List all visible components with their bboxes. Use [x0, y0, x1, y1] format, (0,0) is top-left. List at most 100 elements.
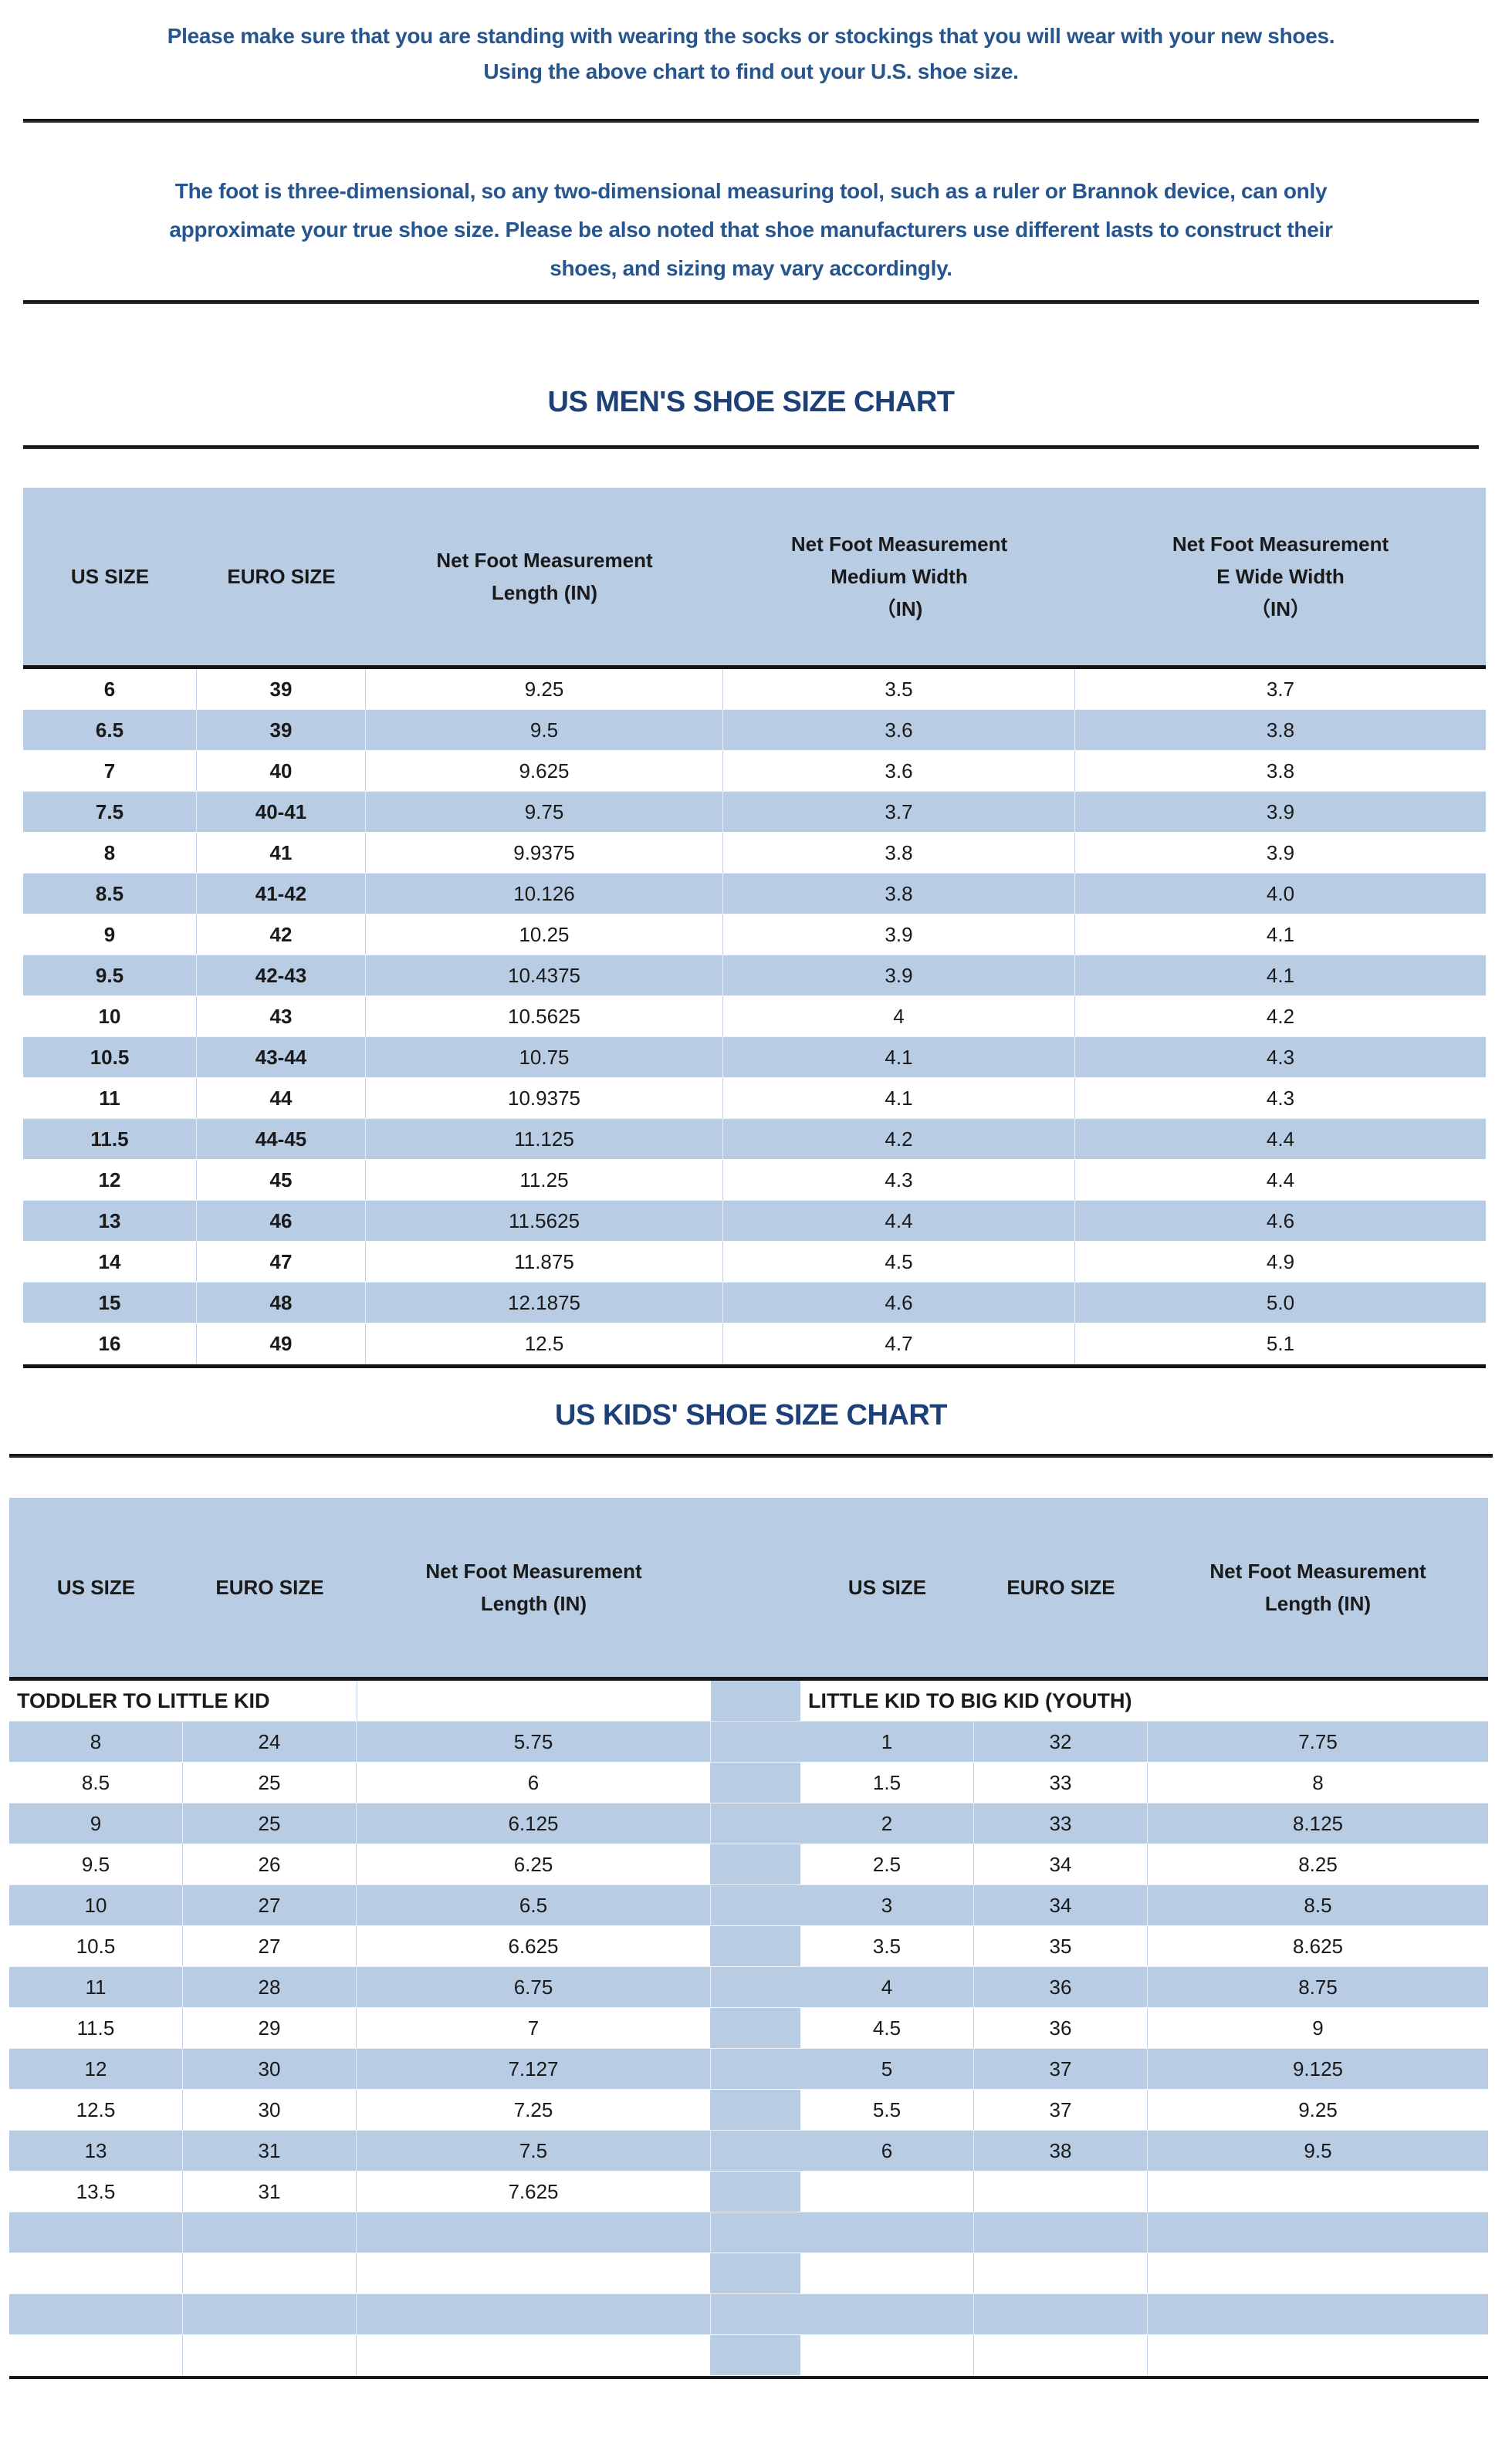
- table-cell: 6.125: [357, 1803, 711, 1844]
- table-row: 8 41 9.9375 3.8 3.9: [23, 833, 1486, 874]
- table-cell: [974, 2294, 1148, 2334]
- table-cell: 4.9: [1266, 1249, 1295, 1273]
- table-cell: 10.5: [9, 1926, 183, 1966]
- table-row: 15 48 12.1875 4.6 5.0: [23, 1283, 1486, 1323]
- table-cell: 9.625: [366, 751, 723, 791]
- table-row: 6 39 9.25 3.5 3.7: [23, 669, 1486, 710]
- table-cell: 4.3: [1266, 1086, 1295, 1110]
- table-cell: [800, 2172, 974, 2212]
- table-cell: 8.25: [1298, 1852, 1338, 1876]
- table-cell: 39: [197, 669, 366, 709]
- table-divider: [23, 665, 1486, 669]
- table-row: 13.5 31 7.625: [9, 2172, 1488, 2212]
- table-cell: [183, 2253, 357, 2293]
- table-cell: 4.3: [723, 1160, 1075, 1200]
- table-cell: [9, 2294, 183, 2334]
- table-row: 11.5 29 7 4.5 36 9: [9, 2008, 1488, 2049]
- horizontal-rule: [23, 445, 1479, 449]
- table-cell: 12: [23, 1160, 197, 1200]
- column-header-length: Net Foot Measurement Length (IN): [425, 1560, 642, 1615]
- column-header-euro-size: EURO SIZE: [227, 565, 336, 588]
- table-row: 10 43 10.5625 4 4.2: [23, 996, 1486, 1037]
- table-cell: 4.4: [1266, 1127, 1295, 1151]
- table-cell: 34: [974, 1844, 1148, 1884]
- table-row: 13 31 7.5 6 38 9.5: [9, 2131, 1488, 2172]
- table-cell: 38: [974, 2131, 1148, 2171]
- table-row: 16 49 12.5 4.7 5.1: [23, 1323, 1486, 1364]
- table-cell: 3.5: [723, 669, 1075, 709]
- table-row: 10.5 27 6.625 3.5 35 8.625: [9, 1926, 1488, 1967]
- table-spacer-column: [711, 1803, 800, 1844]
- table-cell: 28: [183, 1967, 357, 2007]
- table-cell: 4.1: [1266, 963, 1295, 987]
- table-cell: 26: [183, 1844, 357, 1884]
- table-row: 7 40 9.625 3.6 3.8: [23, 751, 1486, 792]
- table-cell: 9.5: [1304, 2138, 1332, 2162]
- table-cell: 8.5: [23, 874, 197, 914]
- table-cell: 6: [357, 1763, 711, 1803]
- table-row: 8 24 5.75 1 32 7.75: [9, 1722, 1488, 1763]
- kids-chart-title: US KIDS' SHOE SIZE CHART: [555, 1399, 947, 1431]
- table-cell: 37: [974, 2049, 1148, 2089]
- kids-group-row: TODDLER TO LITTLE KID LITTLE KID TO BIG …: [9, 1681, 1488, 1722]
- table-cell: 7.127: [357, 2049, 711, 2089]
- table-cell: 25: [183, 1803, 357, 1844]
- table-cell: 14: [23, 1242, 197, 1282]
- table-cell: 27: [183, 1885, 357, 1925]
- table-cell: 7.5: [357, 2131, 711, 2171]
- table-row: 13 46 11.5625 4.4 4.6: [23, 1201, 1486, 1242]
- table-row: 9 25 6.125 2 33 8.125: [9, 1803, 1488, 1844]
- table-spacer-column: [711, 2090, 800, 2130]
- table-cell: 42: [197, 914, 366, 955]
- table-cell: 37: [974, 2090, 1148, 2130]
- table-cell: [9, 2335, 183, 2375]
- table-cell: 4.5: [723, 1242, 1075, 1282]
- table-cell: [800, 2294, 974, 2334]
- table-cell: 36: [974, 2008, 1148, 2048]
- table-cell: 10.5625: [366, 996, 723, 1036]
- table-row: 11 28 6.75 4 36 8.75: [9, 1967, 1488, 2008]
- table-row: 10.5 43-44 10.75 4.1 4.3: [23, 1037, 1486, 1078]
- table-cell: 11.5: [9, 2008, 183, 2048]
- table-cell: 11.25: [366, 1160, 723, 1200]
- table-cell: 41: [197, 833, 366, 873]
- group-label-youth: LITTLE KID TO BIG KID (YOUTH): [808, 1688, 1132, 1712]
- table-cell: 9.25: [1298, 2097, 1338, 2121]
- table-cell: 8: [9, 1722, 183, 1762]
- table-divider: [9, 1677, 1488, 1681]
- table-cell: 30: [183, 2090, 357, 2130]
- table-cell: 2: [800, 1803, 974, 1844]
- table-cell: 10.5: [23, 1037, 197, 1077]
- table-cell: 49: [197, 1323, 366, 1364]
- kids-table-body: 8 24 5.75 1 32 7.75 8.5 25 6 1.5 33 8 9 25 6.125 2 33 8.1…: [9, 1722, 1488, 2379]
- table-cell: 34: [974, 1885, 1148, 1925]
- table-cell: 11: [23, 1078, 197, 1118]
- table-spacer-column: [711, 2131, 800, 2171]
- table-cell: 5.75: [357, 1722, 711, 1762]
- table-cell: 5.0: [1266, 1290, 1295, 1314]
- group-empty-cell: [357, 1681, 711, 1721]
- table-spacer-column: [711, 1681, 800, 1721]
- table-spacer-column: [711, 1722, 800, 1762]
- horizontal-rule: [23, 119, 1479, 123]
- table-cell: 9.125: [1292, 2057, 1344, 2080]
- table-cell: 9: [23, 914, 197, 955]
- table-cell: 24: [183, 1722, 357, 1762]
- table-cell: 10.126: [366, 874, 723, 914]
- table-cell: 3.9: [723, 955, 1075, 995]
- table-row: 7.5 40-41 9.75 3.7 3.9: [23, 792, 1486, 833]
- column-header-euro-size: EURO SIZE: [215, 1576, 324, 1599]
- table-cell: [183, 2212, 357, 2253]
- table-cell: 9.5: [23, 955, 197, 995]
- table-cell: 48: [197, 1283, 366, 1323]
- table-row: 9.5 26 6.25 2.5 34 8.25: [9, 1844, 1488, 1885]
- table-cell: 3.8: [723, 874, 1075, 914]
- table-cell: 13: [23, 1201, 197, 1241]
- table-cell: 9.5: [9, 1844, 183, 1884]
- table-spacer-column: [711, 1763, 800, 1803]
- table-cell: 3.8: [1266, 759, 1295, 782]
- table-cell: [357, 2335, 711, 2375]
- table-cell: 11.125: [366, 1119, 723, 1159]
- table-cell: 3.6: [723, 710, 1075, 750]
- table-cell: 6.5: [23, 710, 197, 750]
